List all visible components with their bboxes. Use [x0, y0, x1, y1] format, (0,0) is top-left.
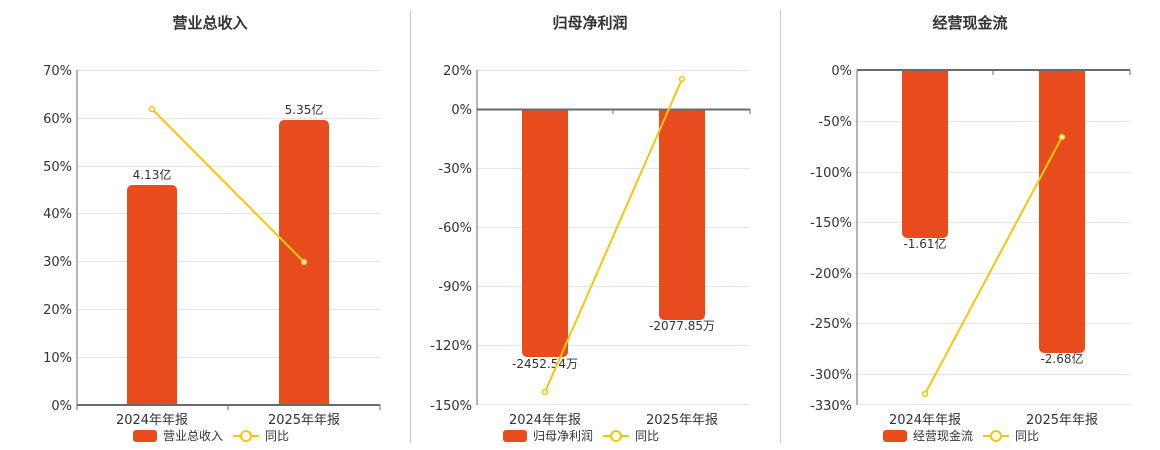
x-axis-labels: 2024年年报 2025年年报: [116, 413, 340, 428]
bar-2024[interactable]: [902, 70, 948, 238]
bar-value-labels: -1.61亿 -2.68亿: [903, 236, 1083, 366]
svg-text:-100%: -100%: [810, 166, 852, 181]
bars: [522, 109, 705, 357]
svg-text:2025年年报: 2025年年报: [268, 413, 340, 428]
svg-text:-150%: -150%: [810, 216, 852, 231]
svg-text:-1.61亿: -1.61亿: [903, 236, 946, 251]
svg-text:2024年年报: 2024年年报: [116, 413, 188, 428]
legend-line-icon[interactable]: [233, 429, 260, 442]
y-axis-labels: 70% 60% 50% 40% 30% 20% 10% 0%: [43, 64, 72, 414]
chart-title: 经营现金流: [932, 14, 1008, 32]
yoy-point-2024[interactable]: [541, 388, 549, 396]
legend-line-label[interactable]: 同比: [1015, 429, 1040, 443]
legend-bar-swatch[interactable]: [133, 429, 157, 442]
svg-text:-150%: -150%: [430, 399, 472, 414]
svg-text:-2077.85万: -2077.85万: [649, 319, 715, 333]
gridlines: [77, 70, 380, 358]
chart-panel-net-profit: 归母净利润 20% 0% -30% -60% -90% -120% -150% …: [400, 0, 780, 450]
svg-text:-300%: -300%: [810, 368, 852, 383]
svg-text:-2.68亿: -2.68亿: [1040, 351, 1083, 366]
svg-text:0%: 0%: [831, 64, 852, 79]
svg-text:-30%: -30%: [438, 162, 472, 177]
x-axis-labels: 2024年年报 2025年年报: [889, 413, 1098, 428]
chart-title: 营业总收入: [172, 14, 248, 32]
legend-line-label[interactable]: 同比: [265, 429, 290, 443]
legend-line-icon[interactable]: [603, 429, 630, 442]
svg-text:40%: 40%: [43, 207, 72, 222]
svg-text:20%: 20%: [43, 303, 72, 318]
yoy-line: [541, 75, 686, 396]
bar-2025[interactable]: [659, 109, 705, 320]
chart-plot: 20% 0% -30% -60% -90% -120% -150% -2452.…: [430, 64, 751, 428]
y-axis-labels: 0% -50% -100% -150% -200% -250% -300% -3…: [810, 64, 852, 414]
legend-line-icon[interactable]: [983, 429, 1010, 442]
svg-text:0%: 0%: [451, 103, 472, 118]
chart-plot: 70% 60% 50% 40% 30% 20% 10% 0% 4.13亿 5.3…: [43, 64, 381, 428]
svg-text:-330%: -330%: [810, 399, 852, 414]
svg-text:-250%: -250%: [810, 317, 852, 332]
svg-text:5.35亿: 5.35亿: [285, 102, 324, 117]
yoy-point-2024[interactable]: [148, 105, 156, 113]
svg-text:50%: 50%: [43, 160, 72, 175]
panel-divider: [780, 10, 781, 443]
legend-bar-swatch[interactable]: [503, 429, 527, 442]
x-axis-labels: 2024年年报 2025年年报: [509, 413, 718, 428]
yoy-point-2024[interactable]: [921, 390, 929, 398]
svg-text:30%: 30%: [43, 255, 72, 270]
legend: 经营现金流 同比: [883, 427, 1039, 444]
svg-text:-50%: -50%: [818, 115, 852, 130]
legend: 归母净利润 同比: [503, 427, 659, 444]
yoy-line: [148, 105, 308, 266]
svg-text:-90%: -90%: [438, 280, 472, 295]
svg-text:-120%: -120%: [430, 339, 472, 354]
legend-bar-label[interactable]: 经营现金流: [913, 429, 974, 443]
panel-divider: [410, 10, 411, 443]
bar-2024[interactable]: [127, 185, 177, 405]
yoy-point-2025[interactable]: [678, 75, 686, 83]
bar-2024[interactable]: [522, 109, 568, 357]
svg-text:2024年年报: 2024年年报: [889, 413, 961, 428]
legend-bar-label[interactable]: 营业总收入: [163, 429, 224, 443]
legend: 营业总收入 同比: [133, 427, 289, 444]
gridlines: [857, 121, 1130, 405]
bar-2025[interactable]: [1039, 70, 1085, 353]
svg-text:60%: 60%: [43, 112, 72, 127]
svg-text:2025年年报: 2025年年报: [1026, 413, 1098, 428]
svg-text:70%: 70%: [43, 64, 72, 79]
svg-text:-2452.54万: -2452.54万: [512, 357, 578, 371]
svg-text:2025年年报: 2025年年报: [646, 413, 718, 428]
svg-text:-200%: -200%: [810, 267, 852, 282]
svg-text:4.13亿: 4.13亿: [133, 167, 172, 182]
yoy-line: [921, 133, 1066, 398]
svg-text:20%: 20%: [443, 64, 472, 79]
bars: [127, 120, 329, 405]
svg-text:0%: 0%: [51, 399, 72, 414]
svg-text:10%: 10%: [43, 351, 72, 366]
bar-value-labels: -2452.54万 -2077.85万: [512, 319, 715, 371]
legend-line-label[interactable]: 同比: [635, 429, 660, 443]
legend-bar-label[interactable]: 归母净利润: [533, 429, 594, 443]
yoy-point-2025[interactable]: [1058, 133, 1066, 141]
bars: [902, 70, 1085, 353]
legend-bar-swatch[interactable]: [883, 429, 907, 442]
chart-panel-operating-cashflow: 经营现金流 0% -50% -100% -150% -200% -250% -3…: [780, 0, 1160, 450]
svg-text:-60%: -60%: [438, 221, 472, 236]
chart-title: 归母净利润: [552, 14, 628, 32]
y-axis-labels: 20% 0% -30% -60% -90% -120% -150%: [430, 64, 472, 414]
yoy-point-2025[interactable]: [300, 258, 308, 266]
chart-plot: 0% -50% -100% -150% -200% -250% -300% -3…: [810, 64, 1131, 428]
chart-panel-revenue: 营业总收入 70% 60% 50% 40% 30% 20% 10% 0% 4.1…: [0, 0, 410, 450]
svg-text:2024年年报: 2024年年报: [509, 413, 581, 428]
bar-value-labels: 4.13亿 5.35亿: [133, 102, 324, 182]
